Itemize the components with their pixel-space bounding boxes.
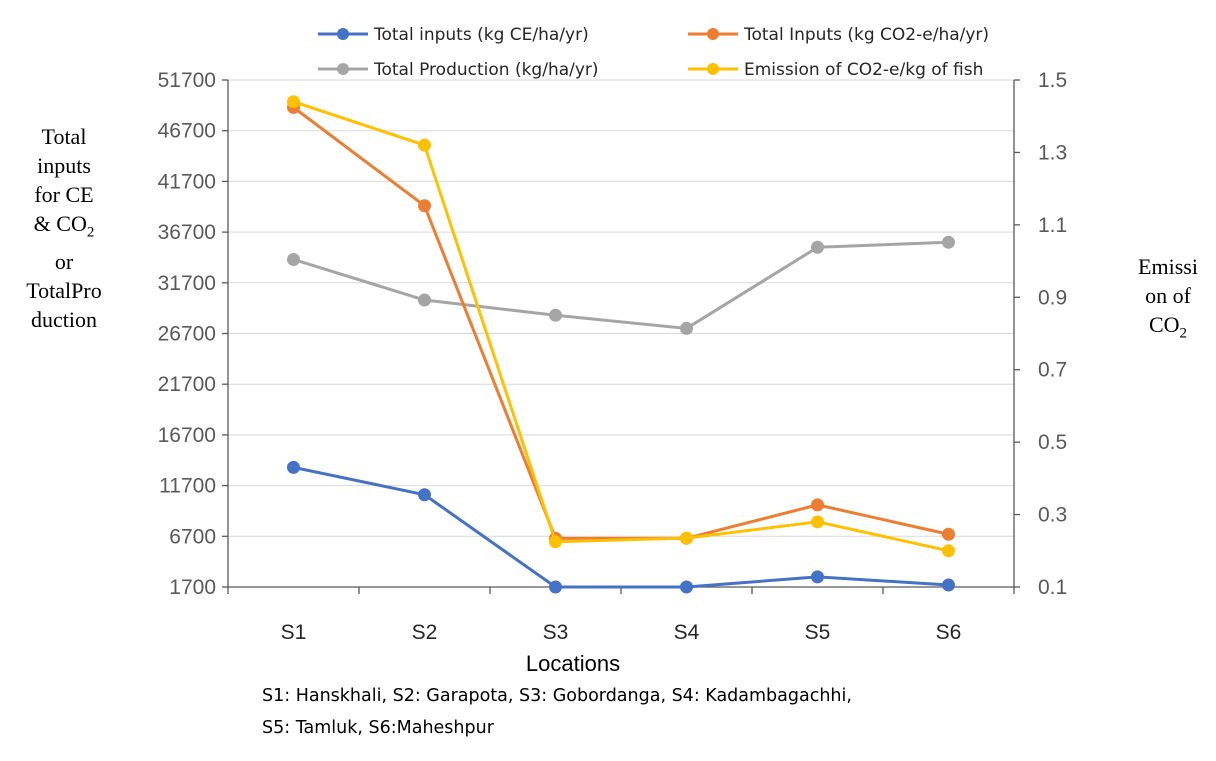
legend-item: Emission of CO2-e/kg of fish — [688, 60, 983, 80]
data-point — [418, 199, 431, 213]
y-left-title-line: & CO2 — [14, 209, 114, 247]
data-point — [549, 580, 562, 594]
x-tick-label: S3 — [543, 621, 569, 644]
data-point — [287, 95, 300, 109]
data-point — [418, 488, 431, 502]
data-point — [549, 535, 562, 549]
data-point — [287, 252, 300, 266]
x-tick-label: S2 — [412, 621, 438, 644]
y-left-tick-label: 16700 — [158, 424, 216, 447]
y-left-tick-label: 11700 — [159, 475, 216, 498]
y-left-tick-label: 31700 — [158, 272, 216, 295]
data-point — [811, 515, 824, 529]
y-left-title-line: or — [54, 249, 74, 275]
legend-label: Emission of CO2-e/kg of fish — [744, 60, 983, 80]
y-left-title-line: duction — [31, 307, 97, 333]
x-tick-label: S1 — [281, 621, 307, 644]
series-0 — [287, 460, 955, 594]
y-left-title-line: inputs — [37, 153, 91, 178]
y-right-tick-label: 0.5 — [1038, 431, 1067, 454]
data-point — [811, 498, 824, 512]
legend: Total inputs (kg CE/ha/yr) Total Inputs (… — [318, 25, 989, 80]
gridlines — [228, 79, 1014, 537]
x-axis-ticks: S1 S2 S3 S4 S5 S6 — [281, 621, 962, 644]
data-point — [942, 578, 955, 592]
data-point — [680, 580, 693, 594]
y-left-tick-label: 36700 — [158, 221, 216, 244]
data-point — [418, 293, 431, 307]
x-axis-title: Locations — [526, 651, 620, 676]
y-left-title-text: & CO — [33, 211, 87, 236]
data-point — [942, 527, 955, 541]
subscript: 2 — [1179, 325, 1188, 342]
left-axis-ticks: 1700 6700 11700 16700 21700 26700 31700 36700 41… — [158, 69, 216, 599]
legend-swatch-marker — [707, 63, 719, 75]
y-right-tick-label: 0.1 — [1038, 576, 1067, 599]
y-left-title-line: for CE — [34, 182, 94, 207]
series-line — [292, 106, 949, 540]
y-left-title-line: TotalPro — [26, 278, 102, 304]
data-point — [287, 460, 300, 474]
legend-item: Total inputs (kg CE/ha/yr) — [318, 25, 589, 45]
x-tick-label: S5 — [805, 621, 831, 644]
axes — [222, 79, 1020, 594]
legend-swatch-marker — [337, 63, 349, 75]
data-point — [811, 240, 824, 254]
x-tick-label: S4 — [674, 621, 700, 644]
y-right-title-line: Emissi — [1138, 254, 1198, 279]
y-right-title-text: CO — [1148, 312, 1180, 337]
data-point — [811, 570, 824, 584]
location-note-line: S5: Tamluk, S6:Maheshpur — [262, 718, 494, 738]
y-left-title-line: Total — [41, 124, 87, 149]
series-line — [293, 240, 949, 330]
y-right-tick-label: 1.1 — [1038, 214, 1067, 237]
y-right-tick-label: 0.3 — [1038, 504, 1067, 527]
legend-item: Total Production (kg/ha/yr) — [318, 60, 599, 80]
y-left-tick-label: 41700 — [158, 170, 216, 193]
data-point — [680, 321, 693, 335]
legend-item: Total Inputs (kg CO2-e/ha/yr) — [688, 25, 989, 45]
x-tick-label: S6 — [936, 621, 962, 644]
y-right-tick-label: 0.7 — [1038, 359, 1067, 382]
y-left-tick-label: 1700 — [169, 576, 216, 599]
y-left-tick-label: 26700 — [158, 323, 216, 346]
right-axis-ticks: 0.1 0.3 0.5 0.7 0.9 1.1 1.3 1.5 — [1038, 69, 1067, 599]
legend-label: Total Production (kg/ha/yr) — [373, 60, 599, 80]
y-left-tick-label: 51700 — [158, 69, 216, 92]
series-layer — [287, 95, 955, 594]
series-3 — [287, 95, 955, 558]
data-point — [680, 531, 693, 545]
data-point — [942, 235, 955, 249]
subscript: 2 — [86, 224, 95, 241]
y-right-tick-label: 0.9 — [1038, 286, 1067, 309]
location-note-line: S1: Hanskhali, S2: Garapota, S3: Goborda… — [262, 686, 852, 706]
legend-swatch-marker — [707, 28, 719, 40]
legend-swatch-marker — [337, 28, 349, 40]
series-2 — [287, 235, 955, 335]
data-point — [549, 308, 562, 322]
y-axis-right-title: Emissi on of CO2 — [1120, 252, 1216, 348]
y-right-tick-label: 1.3 — [1038, 141, 1067, 164]
series-line — [293, 100, 949, 553]
y-right-title-line: CO2 — [1120, 310, 1216, 348]
series-line — [293, 465, 949, 589]
legend-label: Total Inputs (kg CO2-e/ha/yr) — [743, 25, 989, 45]
y-left-tick-label: 21700 — [158, 373, 216, 396]
data-point — [942, 544, 955, 558]
y-left-tick-label: 6700 — [169, 525, 216, 548]
y-right-tick-label: 1.5 — [1038, 69, 1067, 92]
legend-label: Total inputs (kg CE/ha/yr) — [373, 25, 589, 45]
y-right-title-line: on of — [1145, 283, 1191, 308]
y-axis-left-title: Total inputs for CE & CO2 or TotalPro du… — [14, 122, 114, 334]
y-left-tick-label: 46700 — [158, 120, 216, 143]
data-point — [418, 138, 431, 152]
